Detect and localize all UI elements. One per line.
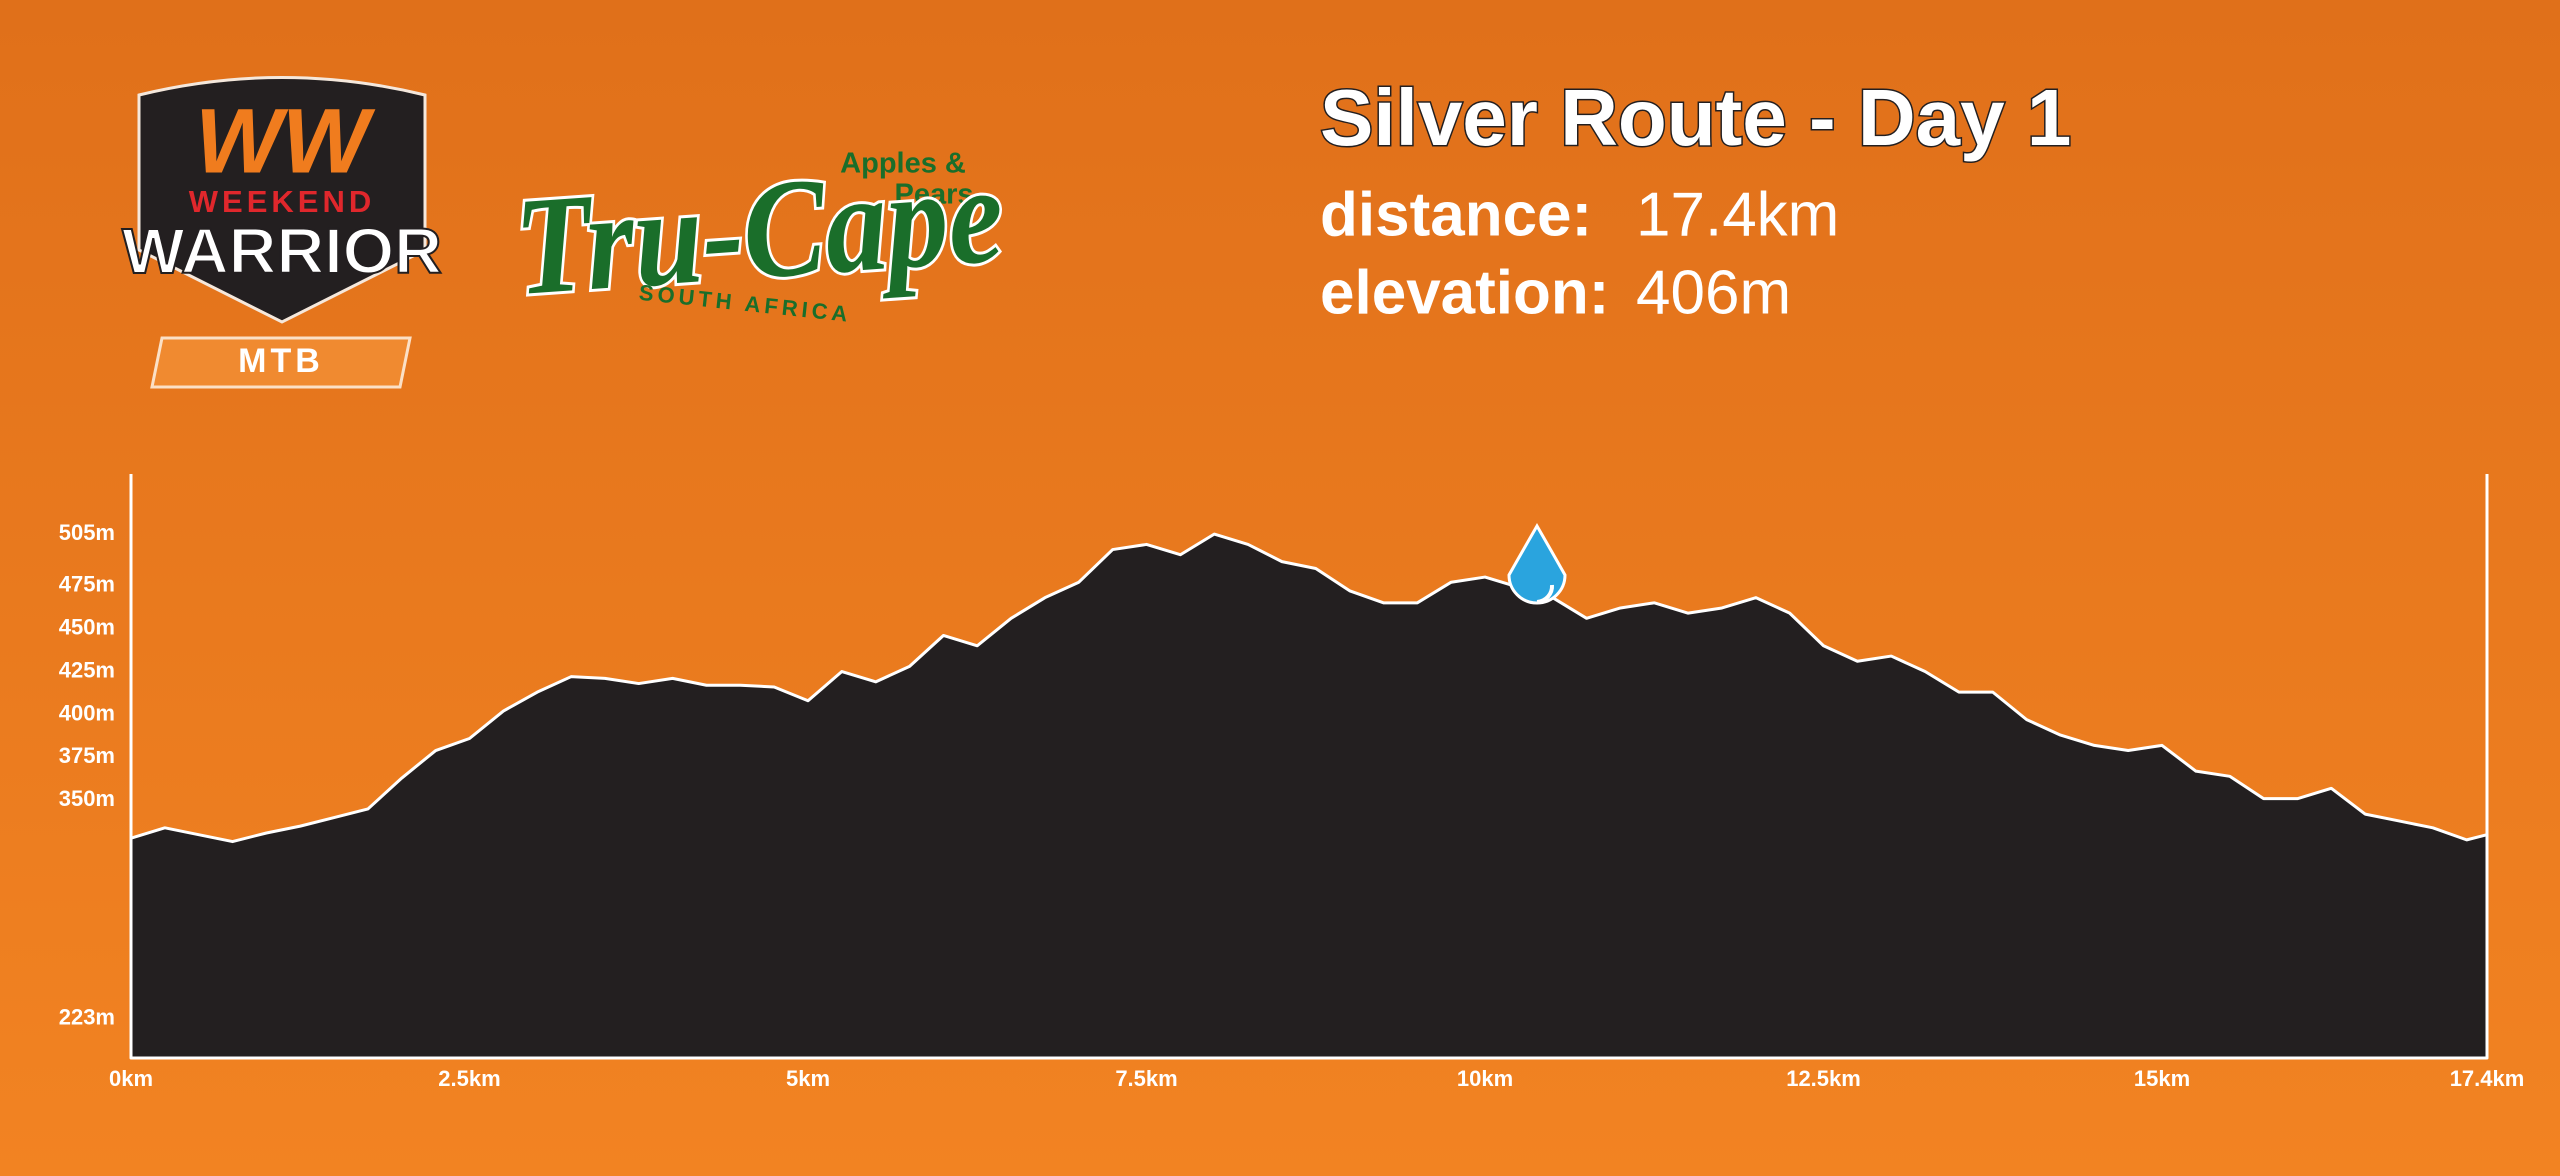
y-tick-label: 450m (59, 614, 115, 639)
x-tick-label: 10km (1457, 1066, 1513, 1091)
ww-logo: WW (195, 90, 376, 192)
shield (137, 76, 427, 324)
mtb-box (150, 336, 412, 389)
plot: 223m 350m 375m 400m 425m 450m 475m 505m 0km 2.5km… (59, 474, 2525, 1091)
distance-label: distance: (1320, 180, 1592, 249)
elevation-area (129, 532, 2489, 1060)
y-tick-label: 375m (59, 743, 115, 768)
warrior: WARRIOR (122, 215, 442, 287)
water-shine (1536, 584, 1555, 604)
x-tick-label: 7.5km (1115, 1066, 1177, 1091)
water-point-icon (1507, 522, 1567, 605)
y-tick-label: 223m (59, 1004, 115, 1029)
route-title: Silver Route - Day 1 (1320, 73, 2071, 162)
trucape: Tru-Cape (510, 136, 1008, 325)
y-tick-label: 400m (59, 700, 115, 725)
x-tick-label: 5km (786, 1066, 830, 1091)
x-tick-label: 2.5km (438, 1066, 500, 1091)
x-tick-label: 15km (2134, 1066, 2190, 1091)
pears: Pears (894, 179, 973, 211)
apples: Apples & (840, 148, 966, 180)
y-tick-label: 425m (59, 657, 115, 682)
x-tick-label: 0km (109, 1066, 153, 1091)
elevation-label: elevation: (1320, 258, 1609, 327)
weekend: WEEKEND (189, 184, 375, 219)
elevation-value: 406m (1636, 258, 1791, 327)
x-tick-label: 17.4km (2450, 1066, 2525, 1091)
mtb: MTB (238, 342, 324, 380)
y-tick-label: 475m (59, 571, 115, 596)
y-tick-label: 350m (59, 786, 115, 811)
x-tick-label: 12.5km (1786, 1066, 1861, 1091)
y-tick-label: 505m (59, 520, 115, 545)
distance-value: 17.4km (1636, 180, 1839, 249)
